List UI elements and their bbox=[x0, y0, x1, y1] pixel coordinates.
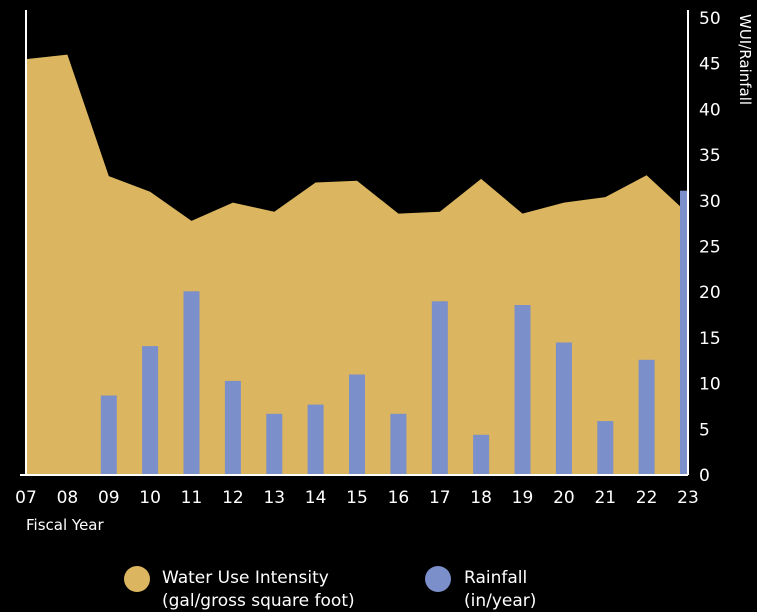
x-tick-label-21: 21 bbox=[594, 488, 616, 508]
y-axis-title: WUI/Rainfall bbox=[736, 14, 754, 105]
rainfall-bar-22 bbox=[638, 359, 655, 475]
x-tick-label-09: 09 bbox=[98, 488, 120, 508]
x-tick-label-13: 13 bbox=[263, 488, 285, 508]
x-tick-label-18: 18 bbox=[470, 488, 492, 508]
rainfall-bar-23 bbox=[680, 190, 688, 475]
legend-item-rainfall: Rainfall (in/year) bbox=[425, 566, 536, 611]
x-tick-label-07: 07 bbox=[15, 488, 37, 508]
y-tick-label-45: 45 bbox=[699, 55, 721, 75]
rainfall-bar-16 bbox=[390, 413, 407, 475]
y-tick-label-35: 35 bbox=[699, 146, 721, 166]
legend-label-rainfall-line1: Rainfall bbox=[464, 568, 527, 588]
rainfall-bar-10 bbox=[142, 346, 159, 475]
x-tick-label-23: 23 bbox=[677, 488, 699, 508]
legend-item-wui: Water Use Intensity (gal/gross square fo… bbox=[124, 566, 355, 611]
legend-swatch-wui bbox=[124, 566, 150, 592]
rainfall-bar-17 bbox=[431, 301, 448, 475]
rainfall-bar-15 bbox=[349, 374, 365, 475]
x-tick-label-12: 12 bbox=[222, 488, 244, 508]
y-tick-label-5: 5 bbox=[699, 420, 710, 440]
rainfall-bar-11 bbox=[183, 291, 200, 475]
legend-label-wui-line2: (gal/gross square foot) bbox=[162, 591, 355, 611]
rainfall-bar-14 bbox=[307, 404, 324, 475]
y-tick-label-50: 50 bbox=[699, 9, 721, 29]
legend: Water Use Intensity (gal/gross square fo… bbox=[124, 566, 536, 611]
rainfall-bar-21 bbox=[597, 421, 614, 475]
x-tick-label-19: 19 bbox=[512, 488, 534, 508]
y-tick-label-25: 25 bbox=[699, 238, 721, 258]
y-tick-label-30: 30 bbox=[699, 192, 721, 212]
x-tick-label-17: 17 bbox=[429, 488, 451, 508]
rainfall-bar-19 bbox=[514, 305, 531, 475]
x-tick-label-08: 08 bbox=[57, 488, 79, 508]
x-tick-label-15: 15 bbox=[346, 488, 368, 508]
rainfall-bar-09 bbox=[100, 395, 117, 475]
rainfall-bar-20 bbox=[555, 342, 572, 475]
y-tick-label-0: 0 bbox=[699, 466, 710, 486]
x-axis-title: Fiscal Year bbox=[26, 516, 104, 534]
x-tick-label-14: 14 bbox=[305, 488, 327, 508]
legend-label-wui-line1: Water Use Intensity bbox=[162, 568, 329, 588]
y-tick-label-10: 10 bbox=[699, 375, 721, 395]
y-tick-label-15: 15 bbox=[699, 329, 721, 349]
x-tick-label-22: 22 bbox=[636, 488, 658, 508]
x-tick-label-20: 20 bbox=[553, 488, 575, 508]
legend-swatch-rainfall bbox=[425, 566, 451, 592]
y-tick-label-40: 40 bbox=[699, 100, 721, 120]
y-tick-label-20: 20 bbox=[699, 283, 721, 303]
rainfall-bar-18 bbox=[473, 434, 490, 475]
rainfall-bar-12 bbox=[224, 380, 241, 475]
x-tick-label-10: 10 bbox=[139, 488, 161, 508]
x-tick-label-11: 11 bbox=[181, 488, 203, 508]
legend-label-rainfall-line2: (in/year) bbox=[464, 591, 536, 611]
x-tick-label-16: 16 bbox=[388, 488, 410, 508]
rainfall-bar-13 bbox=[266, 413, 283, 475]
